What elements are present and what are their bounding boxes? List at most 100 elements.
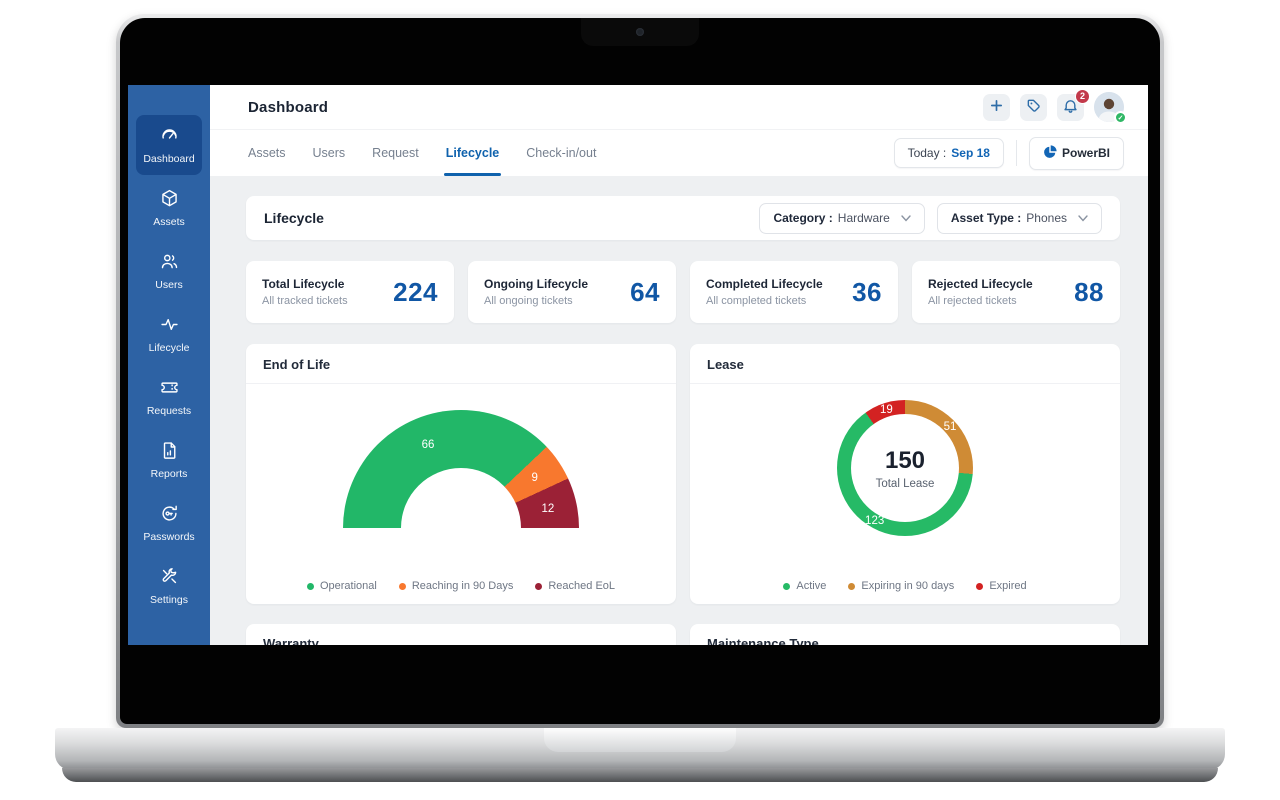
stat-card-ongoing: Ongoing Lifecycle All ongoing tickets 64 xyxy=(468,261,676,323)
tab-assets[interactable]: Assets xyxy=(248,146,286,160)
dashboard-tabs: Assets Users Request Lifecycle Check-in/… xyxy=(210,130,1148,176)
sidebar-item-settings[interactable]: Settings xyxy=(136,556,202,616)
page-title: Dashboard xyxy=(248,98,329,116)
donut-chart: 150 Total Lease 51 123 19 xyxy=(837,400,973,536)
sidebar-item-dashboard[interactable]: Dashboard xyxy=(136,115,202,175)
today-date-value: Sep 18 xyxy=(951,146,990,160)
notification-badge: 2 xyxy=(1075,88,1090,104)
bell-icon xyxy=(1063,98,1078,116)
sidebar-item-assets[interactable]: Assets xyxy=(136,178,202,238)
cube-icon xyxy=(159,188,180,209)
stat-value: 64 xyxy=(630,276,660,307)
stat-subtitle: All completed tickets xyxy=(706,295,807,307)
laptop-base-edge xyxy=(62,768,1218,782)
gauge-chart: 66 9 12 xyxy=(343,410,579,528)
camera-notch xyxy=(581,18,699,46)
donut-segment-value: 51 xyxy=(943,420,957,433)
activity-icon xyxy=(159,314,180,335)
stat-subtitle: All rejected tickets xyxy=(928,295,1017,307)
powerbi-button[interactable]: PowerBI xyxy=(1028,136,1124,170)
stat-value: 88 xyxy=(1074,276,1104,307)
tools-icon xyxy=(159,566,180,587)
online-check-badge: ✓ xyxy=(1114,111,1127,124)
legend-item: Expiring in 90 days xyxy=(848,580,954,592)
sidebar-item-requests[interactable]: Requests xyxy=(136,367,202,427)
webcam-icon xyxy=(636,28,644,36)
app-window: Dashboard Assets xyxy=(128,85,1148,645)
maintenance-type-card: Maintenance Type xyxy=(690,624,1120,645)
legend-item: Reaching in 90 Days xyxy=(398,580,514,592)
lease-legend: Active Expiring in 90 days Expired xyxy=(690,580,1120,592)
today-date-button[interactable]: Today : Sep 18 xyxy=(893,138,1004,168)
add-button[interactable] xyxy=(983,93,1010,121)
laptop-base xyxy=(55,728,1225,770)
stat-card-total: Total Lifecycle All tracked tickets 224 xyxy=(246,261,454,323)
laptop-lid-notch xyxy=(544,728,736,752)
tab-check-in-out[interactable]: Check-in/out xyxy=(526,146,597,160)
legend-dot xyxy=(976,582,984,590)
users-icon xyxy=(159,251,180,272)
partial-cards: Warranty Maintenance Type xyxy=(246,624,1120,645)
legend-item: Expired xyxy=(976,580,1027,592)
legend-item: Reached EoL xyxy=(535,580,615,592)
main-area: Dashboard xyxy=(210,85,1148,645)
sidebar-item-label: Reports xyxy=(150,468,188,480)
content-area: Lifecycle Category : Hardware Asset Type… xyxy=(210,176,1148,645)
legend-label: Expired xyxy=(989,580,1027,592)
category-dropdown[interactable]: Category : Hardware xyxy=(759,202,925,234)
total-lease-label: Total Lease xyxy=(875,477,935,490)
sidebar-item-reports[interactable]: Reports xyxy=(136,430,202,490)
category-label: Category : xyxy=(773,211,833,225)
donut-center: 150 Total Lease xyxy=(851,414,959,522)
end-of-life-chart: 66 9 12 Operational xyxy=(246,384,676,604)
chart-title: Lease xyxy=(690,344,1120,384)
sidebar-item-users[interactable]: Users xyxy=(136,241,202,301)
chart-cards: End of Life 66 9 12 xyxy=(246,344,1120,604)
stat-card-completed: Completed Lifecycle All completed ticket… xyxy=(690,261,898,323)
filters: Category : Hardware Asset Type : Phones xyxy=(759,202,1102,234)
sidebar-item-label: Assets xyxy=(153,216,185,228)
section-title: Lifecycle xyxy=(264,210,324,226)
legend-dot xyxy=(535,582,543,590)
chart-title: End of Life xyxy=(246,344,676,384)
report-icon xyxy=(159,440,180,461)
sidebar-item-passwords[interactable]: Passwords xyxy=(136,493,202,553)
legend-dot xyxy=(306,582,314,590)
legend-label: Reaching in 90 Days xyxy=(411,580,514,592)
stat-subtitle: All ongoing tickets xyxy=(484,295,573,307)
sidebar-item-lifecycle[interactable]: Lifecycle xyxy=(136,304,202,364)
tag-icon xyxy=(1026,98,1041,116)
powerbi-label: PowerBI xyxy=(1061,146,1110,160)
legend-label: Active xyxy=(796,580,827,592)
notifications-button[interactable]: 2 xyxy=(1057,88,1090,121)
lifecycle-section-header: Lifecycle Category : Hardware Asset Type… xyxy=(246,196,1120,240)
legend-label: Expiring in 90 days xyxy=(861,580,955,592)
tab-users[interactable]: Users xyxy=(312,146,346,160)
chevron-down-icon xyxy=(1078,211,1088,225)
category-value: Hardware xyxy=(837,211,890,225)
donut-segment-value: 123 xyxy=(865,514,885,527)
password-rotation-icon xyxy=(159,503,180,524)
legend-dot xyxy=(848,582,856,590)
legend-item: Active xyxy=(783,580,826,592)
tab-request[interactable]: Request xyxy=(372,146,419,160)
end-of-life-legend: Operational Reaching in 90 Days Reached … xyxy=(246,580,676,592)
avatar[interactable]: ✓ xyxy=(1094,92,1127,124)
stat-value: 36 xyxy=(852,276,882,307)
legend-dot xyxy=(783,582,791,590)
sidebar-item-label: Settings xyxy=(150,594,188,606)
sidebar-item-label: Users xyxy=(155,279,183,291)
legend-item: Operational xyxy=(306,580,377,592)
powerbi-icon xyxy=(1043,144,1057,162)
legend-label: Reached EoL xyxy=(548,580,616,592)
gauge-icon xyxy=(159,125,180,146)
asset-type-value: Phones xyxy=(1026,211,1067,225)
gauge-segment-value: 66 xyxy=(421,439,435,452)
stat-title: Ongoing Lifecycle xyxy=(484,277,589,291)
sidebar-item-label: Dashboard xyxy=(143,153,195,165)
tab-lifecycle[interactable]: Lifecycle xyxy=(443,130,501,176)
asset-type-dropdown[interactable]: Asset Type : Phones xyxy=(936,202,1102,234)
sidebar: Dashboard Assets xyxy=(128,85,210,645)
tags-button[interactable] xyxy=(1020,93,1047,121)
